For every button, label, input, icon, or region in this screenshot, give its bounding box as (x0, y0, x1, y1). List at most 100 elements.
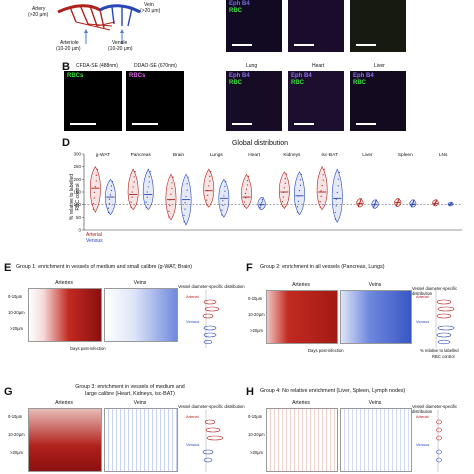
vessel-schematic (57, 4, 141, 44)
data-point (337, 185, 339, 187)
data-point (130, 201, 132, 203)
data-point (168, 216, 170, 218)
panel-h-row-2: >20μm (250, 450, 264, 455)
panel-e-row-1: 10-20μm (8, 310, 25, 315)
data-point (95, 174, 97, 176)
panel-e-letter: E (4, 262, 12, 274)
data-point (186, 189, 188, 191)
panel-e-title: Group 1: enrichment in vessels of medium… (16, 264, 193, 270)
panel-b-letter: B (62, 61, 70, 73)
y-tick-label: 200 (73, 177, 81, 182)
data-point (360, 199, 362, 201)
data-point (183, 214, 185, 217)
data-point (321, 184, 323, 187)
panel-f-title: Group 2: enrichment in all vessels (Panc… (260, 264, 385, 270)
artery-size: (>20 μm) (28, 12, 49, 18)
panel-e-violins: Arterial Venous (186, 290, 220, 348)
data-point (134, 171, 136, 173)
tissue-label: Heart (248, 152, 260, 158)
data-point (168, 210, 170, 212)
data-point (320, 195, 322, 197)
ylabel-line2: RBC control (75, 183, 81, 211)
lung-rbc-label: RBC (229, 80, 242, 86)
panel-g-violins: Arterial Venous (186, 410, 224, 472)
data-point (412, 202, 414, 204)
data-point (398, 198, 400, 200)
data-point (147, 186, 149, 188)
data-point (221, 214, 223, 216)
data-point (411, 206, 413, 208)
y-tick-label: 250 (73, 164, 81, 169)
data-point (243, 201, 246, 203)
micrograph-lung: Eph B4 RBC (226, 71, 282, 131)
panel-h-title: Group 4: No relative enrichment (Liver, … (260, 388, 406, 394)
data-point (395, 205, 398, 207)
panel-f-artery-heatmap (266, 290, 338, 344)
data-point (169, 199, 171, 201)
micrograph-top-3 (350, 0, 406, 52)
vein-label: Vein (144, 2, 154, 8)
panel-f-violins: Arterial Venous (416, 290, 455, 348)
data-point (337, 178, 339, 180)
panel-g-title-1: Group 3: enrichment in vessels of medium… (75, 384, 185, 390)
panel-h-artery-heatmap (266, 408, 338, 472)
y-tick-label: 0 (78, 228, 81, 233)
micrograph-heart: Eph B4 RBC (288, 71, 344, 131)
liver-label: Liver (374, 63, 385, 69)
data-point (323, 168, 325, 170)
data-point (169, 205, 171, 207)
data-point (360, 198, 362, 200)
panel-f-venous-label: Venous (416, 319, 429, 324)
data-point (209, 175, 211, 177)
data-point (285, 173, 287, 175)
panel-e-dist-title: Vessel diameter-specific distribution (178, 284, 245, 289)
data-point (107, 211, 110, 214)
lung-label: Lung (246, 63, 258, 69)
data-point (95, 180, 97, 182)
data-point (259, 206, 261, 208)
data-point (396, 203, 398, 205)
heart-rbc-label: RBC (291, 80, 304, 86)
arterial-violin (203, 168, 215, 208)
panel-e-row-0: 0-10μm (8, 294, 23, 299)
panel-f-row-0: 0-10μm (248, 296, 263, 301)
panel-f-xlabel: Days post-infection (308, 348, 344, 353)
data-point (358, 206, 360, 208)
data-point (206, 199, 208, 201)
tissue-label: Lungs (210, 152, 224, 158)
data-point (375, 200, 377, 202)
data-point (184, 202, 186, 204)
data-point (411, 204, 413, 206)
arterial-violin (278, 171, 290, 209)
data-point (322, 174, 324, 176)
panel-h-row-1: 10-20μm (248, 432, 265, 437)
data-point (94, 186, 96, 188)
data-point (92, 208, 94, 211)
artery-label: Artery (32, 6, 46, 12)
panel-h-venous-label: Venous (416, 442, 429, 447)
lung-eph-label: Eph B4 (229, 73, 250, 79)
data-point (338, 171, 340, 174)
top-rbc-label: RBC (229, 8, 242, 14)
venule-size: (10-20 μm) (108, 46, 133, 52)
micrograph-ddao: RBCs (126, 71, 184, 131)
panel-h-dist-title: Vessel diameter-specific distribution (412, 404, 458, 414)
tissue-label: Spleen (398, 152, 413, 158)
data-point (412, 200, 415, 202)
data-point (224, 190, 226, 192)
arterial-violin (241, 173, 252, 209)
data-point (282, 196, 284, 198)
data-point (187, 176, 189, 179)
venous-violin (331, 168, 343, 224)
data-point (184, 208, 186, 210)
micrograph-top-2 (288, 0, 344, 52)
data-point (300, 173, 303, 176)
venous-violin (294, 171, 305, 216)
data-point (244, 192, 247, 195)
data-point (359, 201, 361, 203)
data-point (261, 200, 264, 202)
data-point (225, 181, 227, 183)
data-point (395, 204, 398, 206)
data-point (170, 193, 172, 195)
heart-label: Heart (312, 63, 325, 69)
